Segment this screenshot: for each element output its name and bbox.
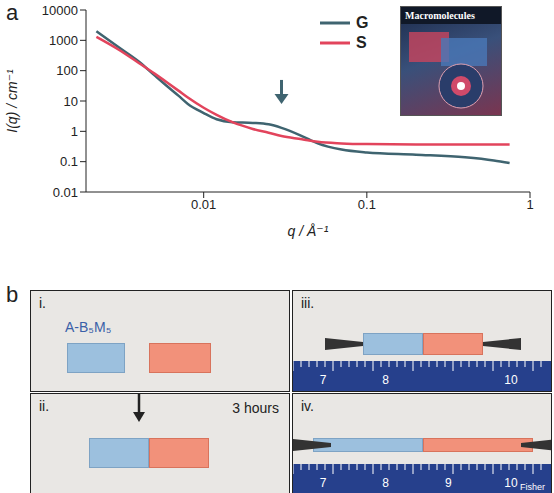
svg-text:10: 10 [64, 94, 78, 109]
svg-text:0.01: 0.01 [191, 197, 216, 212]
html-text:G: G [356, 14, 369, 31]
html-text:i.: i. [39, 295, 46, 311]
html-text:iii.: iii. [301, 295, 315, 311]
svg-text:1: 1 [71, 124, 78, 139]
svg-text:q / Å⁻¹: q / Å⁻¹ [288, 223, 329, 239]
svg-text:1: 1 [526, 197, 533, 212]
svg-text:10000: 10000 [42, 3, 78, 18]
html-text:A-B₅M₅: A-B₅M₅ [65, 319, 112, 335]
html-text:Macromolecules: Macromolecules [405, 10, 475, 21]
svg-text:8: 8 [382, 373, 389, 387]
svg-text:0.1: 0.1 [60, 154, 78, 169]
html-text:3 hours: 3 hours [232, 400, 279, 416]
html-text:a: a [6, 0, 19, 25]
svg-text:10: 10 [504, 373, 518, 387]
svg-text:100: 100 [56, 63, 78, 78]
html-text:b: b [6, 282, 19, 307]
html-text:iv.: iv. [301, 398, 314, 414]
svg-text:1000: 1000 [49, 33, 78, 48]
svg-text:7: 7 [320, 476, 327, 490]
html-text:ii.: ii. [39, 398, 50, 414]
svg-text:7: 7 [320, 373, 327, 387]
html-text:S: S [356, 34, 367, 51]
svg-text:9: 9 [445, 476, 452, 490]
svg-text:0.01: 0.01 [53, 185, 78, 200]
svg-text:0.1: 0.1 [358, 197, 376, 212]
svg-text:I(q) / cm⁻¹: I(q) / cm⁻¹ [4, 69, 20, 133]
svg-text:10: 10 [504, 476, 518, 490]
svg-text:8: 8 [382, 476, 389, 490]
html-text:Fisher: Fisher [520, 482, 545, 492]
